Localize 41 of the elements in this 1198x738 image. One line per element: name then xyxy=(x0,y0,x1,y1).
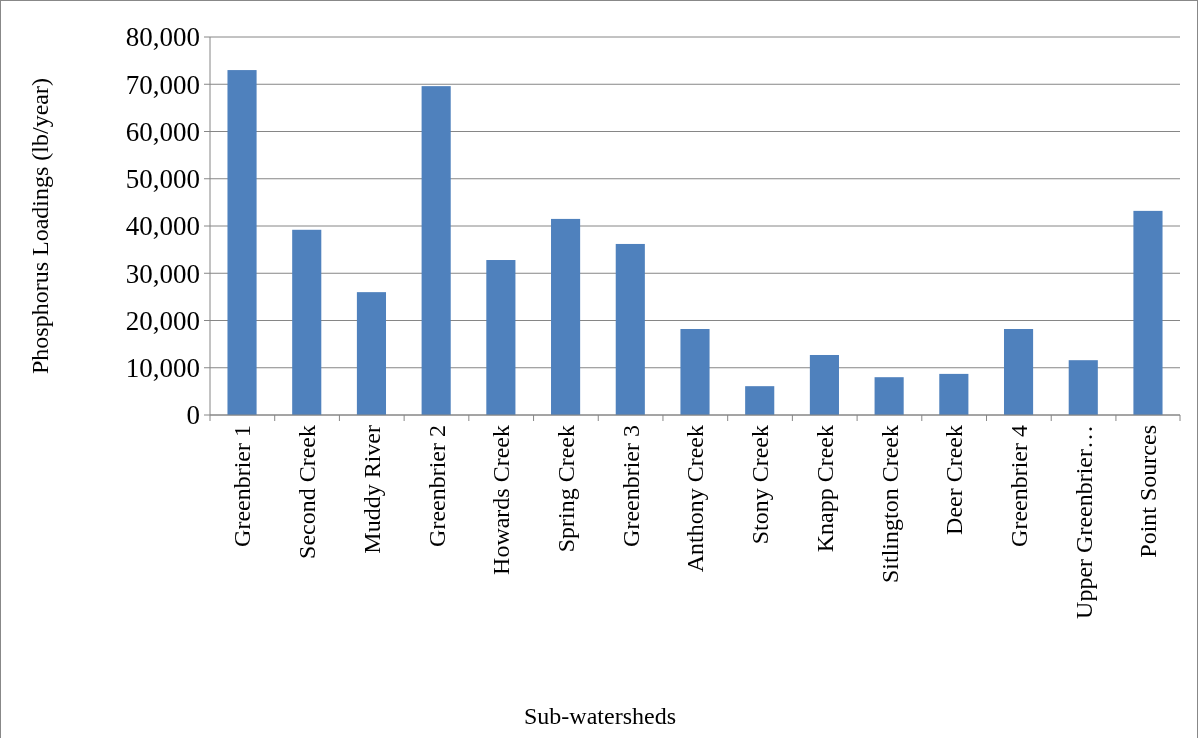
x-tick-label: Knapp Creek xyxy=(811,425,838,553)
bar xyxy=(745,386,775,415)
y-tick-label: 70,000 xyxy=(125,69,200,100)
x-tick-label: Howards Creek xyxy=(488,425,515,575)
x-tick-label: Point Sources xyxy=(1135,425,1162,558)
bar xyxy=(1003,329,1034,415)
x-tick-label: Greenbrier 2 xyxy=(423,425,450,547)
x-tick-label: Deer Creek xyxy=(941,425,968,535)
bar xyxy=(939,373,969,415)
x-tick-label: Spring Creek xyxy=(552,425,579,553)
y-tick-label: 80,000 xyxy=(125,22,200,53)
bar xyxy=(680,329,710,415)
bar xyxy=(227,70,257,415)
bar xyxy=(356,292,387,415)
x-tick-label: Second Creek xyxy=(294,425,321,559)
y-tick-label: 20,000 xyxy=(125,305,200,336)
bar xyxy=(1068,360,1098,415)
bar xyxy=(874,377,904,415)
y-tick-label: 50,000 xyxy=(125,164,200,195)
x-tick-label: Anthony Creek xyxy=(682,425,709,573)
x-tick-label: Greenbrier 1 xyxy=(229,425,256,547)
y-tick-label: 40,000 xyxy=(125,211,200,242)
y-tick-label: 60,000 xyxy=(125,116,200,147)
y-tick-label: 30,000 xyxy=(125,258,200,289)
x-tick-label: Muddy River xyxy=(358,425,385,554)
bar xyxy=(615,243,645,415)
x-axis-title: Sub-watersheds xyxy=(524,703,676,729)
y-axis-title: Phosphorus Loadings (lb/year) xyxy=(27,78,53,374)
y-tick-label: 0 xyxy=(186,400,200,431)
bar xyxy=(809,354,839,415)
x-tick-label: Stony Creek xyxy=(747,425,774,545)
x-tick-label: Sitlington Creek xyxy=(876,425,903,583)
bar xyxy=(421,86,451,415)
x-tick-label: Upper Greenbrier… xyxy=(1070,425,1097,619)
x-tick-label: Greenbrier 4 xyxy=(1005,425,1032,547)
y-tick-label: 10,000 xyxy=(125,353,200,384)
bar xyxy=(551,218,581,415)
bar xyxy=(486,260,516,415)
x-tick-label: Greenbrier 3 xyxy=(617,425,644,547)
bar xyxy=(1133,210,1163,415)
bar xyxy=(292,229,322,415)
